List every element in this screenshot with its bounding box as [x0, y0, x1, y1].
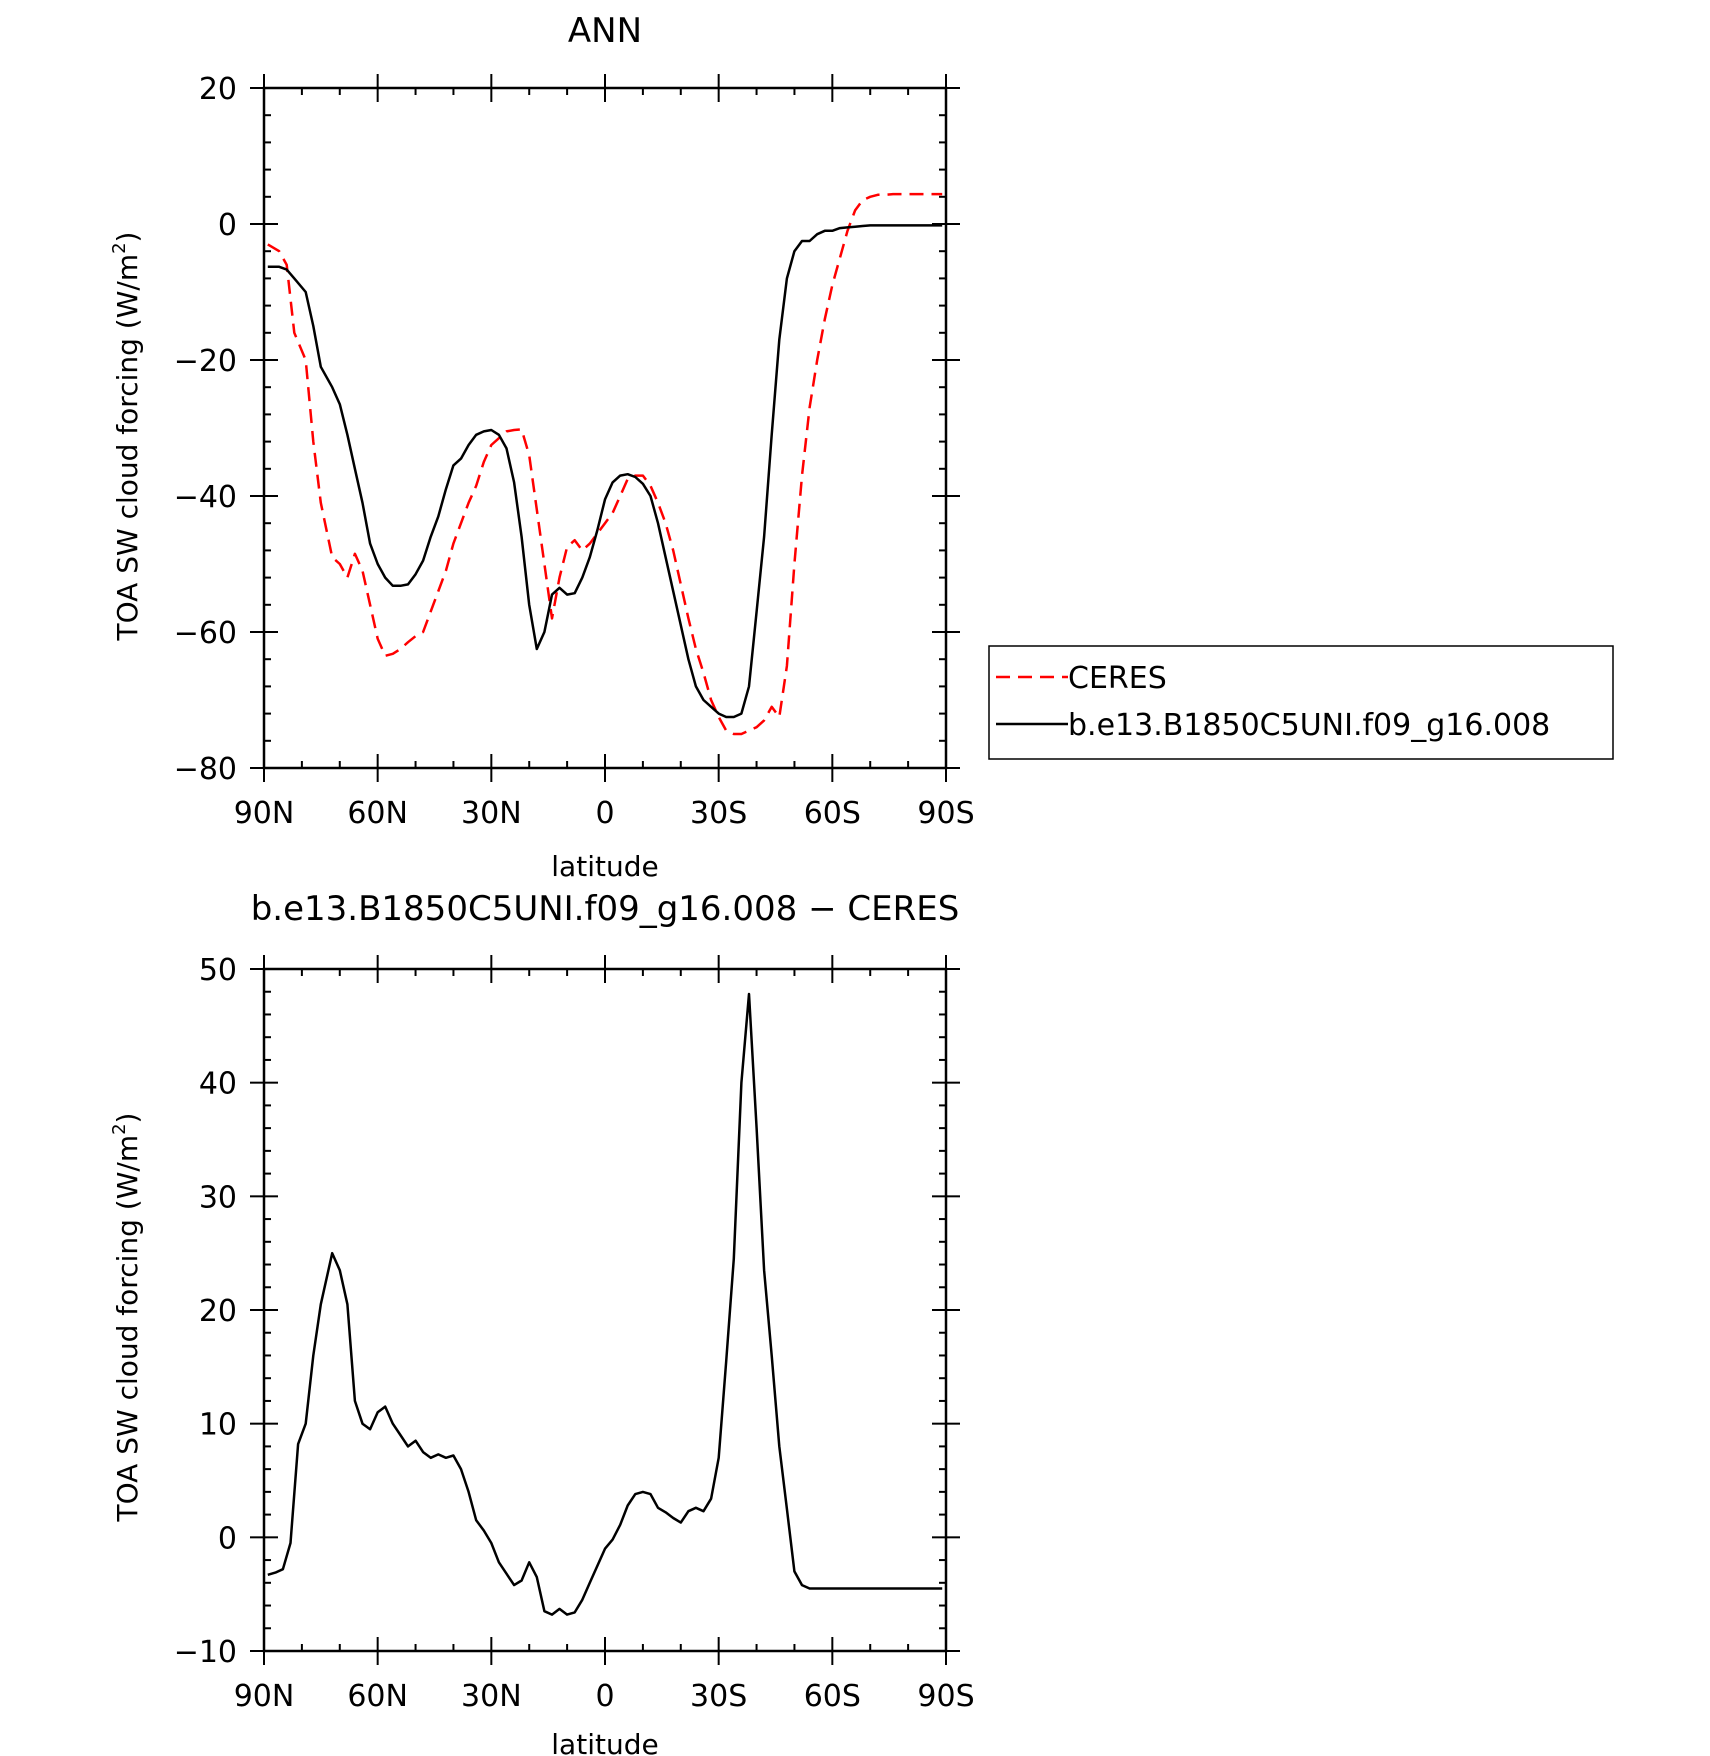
x-tick-label: 30N: [461, 796, 522, 831]
x-tick-label: 60S: [804, 796, 861, 831]
svg-text:TOA SW cloud forcing (W/m2): TOA SW cloud forcing (W/m2): [109, 232, 144, 642]
y-axis-label-text: TOA SW cloud forcing (W/m: [111, 1135, 144, 1523]
x-axis-label: latitude: [551, 1728, 658, 1756]
y-axis-label-tail: ): [111, 1113, 144, 1124]
panel-difference: b.e13.B1850C5UNI.f09_g16.008 − CERES TOA…: [109, 889, 975, 1756]
y-tick-label: 30: [199, 1180, 237, 1215]
y-tick-label: 20: [199, 72, 237, 107]
plot-frame: [262, 967, 948, 1653]
x-tick-label: 30S: [690, 1679, 747, 1714]
legend-item-model: b.e13.B1850C5UNI.f09_g16.008: [996, 708, 1550, 743]
legend-item-ceres: CERES: [996, 661, 1167, 696]
y-axis-label: TOA SW cloud forcing (W/m2): [109, 1113, 144, 1523]
y-tick-label: 10: [199, 1408, 237, 1443]
series-group: [267, 992, 943, 1616]
y-tick-label: 0: [218, 1521, 237, 1556]
y-tick-label: −60: [174, 616, 237, 651]
y-tick-label: −80: [174, 752, 237, 787]
y-tick-label: −20: [174, 344, 237, 379]
axis-tick-labels: 50 40 30 20 10 0 −10 90N 60N 30N 0 30S 60S 90S: [174, 953, 975, 1714]
x-tick-label: 60S: [804, 1679, 861, 1714]
svg-text:TOA SW cloud forcing (W/m2): TOA SW cloud forcing (W/m2): [109, 1113, 144, 1523]
legend-label-model: b.e13.B1850C5UNI.f09_g16.008: [1068, 708, 1550, 743]
x-tick-label: 90N: [234, 796, 295, 831]
legend-label-ceres: CERES: [1068, 661, 1167, 696]
y-tick-label: −10: [174, 1635, 237, 1670]
x-tick-label: 90S: [917, 796, 974, 831]
x-tick-label: 30N: [461, 1679, 522, 1714]
legend-box: [988, 645, 1614, 760]
chart-title: b.e13.B1850C5UNI.f09_g16.008 − CERES: [251, 889, 960, 929]
axis-tick-labels: 20 0 −20 −40 −60 −80 90N 60N 30N 0 30S 60S 90S: [174, 72, 975, 831]
x-tick-label: 60N: [347, 1679, 408, 1714]
x-tick-label: 0: [595, 1679, 614, 1714]
y-tick-label: 20: [199, 1294, 237, 1329]
x-tick-label: 30S: [690, 796, 747, 831]
y-tick-label: −40: [174, 480, 237, 515]
y-axis-label-sup: 2: [109, 1123, 130, 1134]
plot-frame: [262, 86, 948, 770]
chart-title: ANN: [568, 11, 642, 51]
legend: CERES b.e13.B1850C5UNI.f09_g16.008: [988, 645, 1614, 760]
x-tick-label: 0: [595, 796, 614, 831]
y-tick-label: 50: [199, 953, 237, 988]
x-tick-label: 60N: [347, 796, 408, 831]
y-axis-label: TOA SW cloud forcing (W/m2): [109, 232, 144, 642]
series-line-b-e13-b1850c5uni-f09-g16-008: [267, 224, 943, 719]
y-axis-label-tail: ): [111, 232, 144, 243]
x-axis-label: latitude: [551, 850, 658, 883]
y-tick-label: 40: [199, 1067, 237, 1102]
y-tick-label: 0: [218, 208, 237, 243]
panel-annual-mean: ANN TOA SW cloud forcing (W/m2) latitude…: [109, 11, 975, 883]
x-tick-label: 90S: [917, 1679, 974, 1714]
y-axis-label-text: TOA SW cloud forcing (W/m: [111, 254, 144, 642]
series-line-ceres: [267, 192, 943, 736]
series-group: [267, 192, 943, 736]
y-axis-label-sup: 2: [109, 242, 130, 253]
series-line-difference: [267, 992, 943, 1616]
x-tick-label: 90N: [234, 1679, 295, 1714]
